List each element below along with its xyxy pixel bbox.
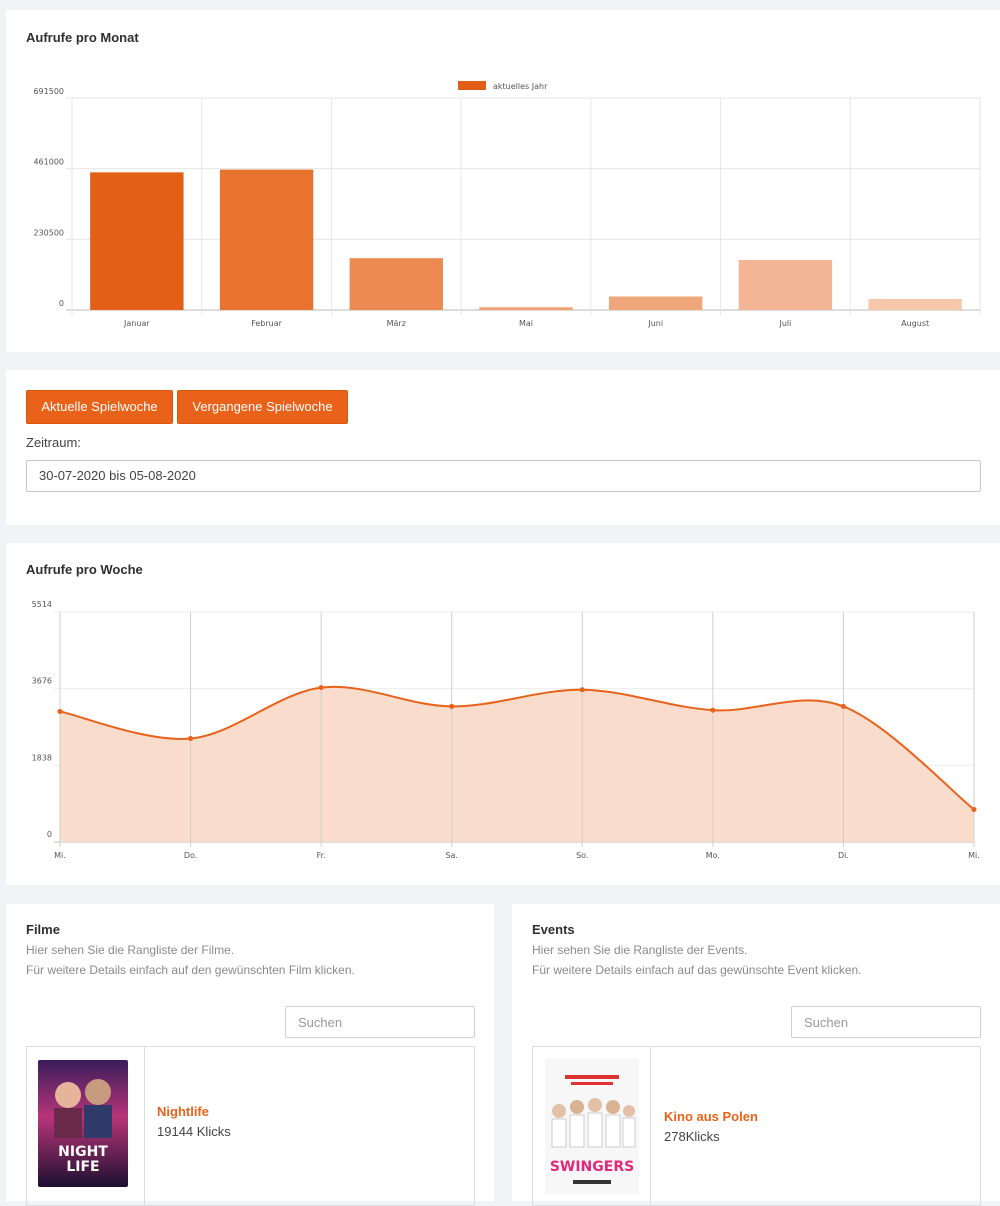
- nightlife-poster-text: NIGHT: [58, 1144, 108, 1160]
- y-tick-label: 230500: [33, 228, 64, 237]
- current-week-button[interactable]: Aktuelle Spielwoche: [26, 390, 173, 424]
- films-search-input[interactable]: [285, 1006, 475, 1038]
- bar-august[interactable]: [868, 298, 962, 310]
- events-item-clicks: 278Klicks: [664, 1129, 720, 1144]
- point-7[interactable]: [971, 806, 977, 812]
- monthly-bar-chart: aktuelles Jahr 0 230500 461000 691500 Januar F…: [33, 81, 981, 328]
- y-tick-label: 1838: [32, 753, 52, 762]
- films-item-title[interactable]: Nightlife: [157, 1104, 209, 1119]
- events-search-input[interactable]: [791, 1006, 981, 1038]
- point-2[interactable]: [318, 685, 324, 691]
- legend-label[interactable]: aktuelles Jahr: [493, 82, 548, 91]
- weekly-title: Aufrufe pro Woche: [26, 562, 143, 577]
- films-desc-1: Hier sehen Sie die Rangliste der Filme.: [26, 943, 235, 957]
- bar-januar[interactable]: [90, 172, 184, 310]
- films-item-clicks: 19144 Klicks: [157, 1124, 231, 1139]
- bar-juni[interactable]: [609, 296, 703, 310]
- monthly-title: Aufrufe pro Monat: [26, 30, 139, 45]
- swingers-poster-text: SWINGERS: [550, 1159, 634, 1175]
- weekly-area-chart: 0 1838 3676 5514 Mi. Do. Fr. Sa. So. Mo. Di. Mi.: [32, 600, 980, 860]
- x-tick-label: März: [387, 319, 406, 328]
- x-tick-label: Mo.: [706, 851, 720, 860]
- point-6[interactable]: [840, 703, 846, 709]
- x-tick-label: Mi.: [968, 851, 980, 860]
- events-card: Events Hier sehen Sie die Rangliste der …: [512, 904, 1000, 1206]
- events-item-title[interactable]: Kino aus Polen: [664, 1109, 758, 1124]
- point-3[interactable]: [449, 703, 455, 709]
- x-tick-label: Juni: [647, 319, 663, 328]
- x-tick-label: Do.: [184, 851, 197, 860]
- events-desc-2: Für weitere Details einfach auf das gewü…: [532, 963, 862, 977]
- point-0[interactable]: [57, 708, 63, 714]
- bar-mai[interactable]: [479, 307, 573, 310]
- events-desc-1: Hier sehen Sie die Rangliste der Events.: [532, 943, 748, 957]
- x-tick-label: Fr.: [317, 851, 326, 860]
- events-title: Events: [532, 922, 575, 937]
- y-tick-label: 0: [59, 299, 64, 308]
- swingers-poster[interactable]: SWINGERS: [545, 1059, 639, 1194]
- events-poster-cell: SWINGERS: [533, 1047, 651, 1205]
- past-week-button[interactable]: Vergangene Spielwoche: [177, 390, 348, 424]
- legend-swatch[interactable]: [458, 81, 486, 90]
- films-table: NIGHT LIFE Nightlife 19144 Klicks: [26, 1046, 475, 1206]
- bar-märz[interactable]: [349, 258, 443, 310]
- x-tick-label: Januar: [123, 319, 150, 328]
- point-1[interactable]: [188, 736, 194, 742]
- point-5[interactable]: [710, 707, 716, 713]
- films-title: Filme: [26, 922, 60, 937]
- x-tick-label: Februar: [251, 319, 282, 328]
- films-desc-2: Für weitere Details einfach auf den gewü…: [26, 963, 355, 977]
- monthly-card: Aufrufe pro Monat aktuelles Jahr 0 230500 4…: [6, 10, 1000, 352]
- point-4[interactable]: [579, 687, 585, 693]
- x-tick-label: Sa.: [445, 851, 458, 860]
- period-card: Aktuelle Spielwoche Vergangene Spielwoch…: [6, 370, 1000, 525]
- weekly-card: Aufrufe pro Woche 0 1838 3676 5514 Mi. Do. Fr.…: [6, 543, 1000, 885]
- y-tick-label: 5514: [32, 600, 52, 609]
- y-tick-label: 691500: [33, 87, 64, 96]
- films-poster-cell: NIGHT LIFE: [27, 1047, 145, 1205]
- events-table: SWINGERS Kino aus Polen 278Klicks: [532, 1046, 981, 1206]
- weekly-area-fill: [60, 686, 974, 842]
- x-tick-label: Di.: [838, 851, 849, 860]
- y-tick-label: 0: [47, 830, 52, 839]
- films-card: Filme Hier sehen Sie die Rangliste der F…: [6, 904, 494, 1206]
- svg-text:LIFE: LIFE: [66, 1159, 99, 1175]
- x-tick-label: Mi.: [54, 851, 66, 860]
- x-tick-label: Juli: [778, 319, 791, 328]
- x-tick-label: So.: [576, 851, 588, 860]
- y-tick-label: 3676: [32, 677, 52, 686]
- period-field[interactable]: 30-07-2020 bis 05-08-2020: [26, 460, 981, 492]
- period-label: Zeitraum:: [26, 435, 81, 450]
- nightlife-poster[interactable]: NIGHT LIFE: [38, 1060, 128, 1187]
- x-tick-label: Mai: [519, 319, 533, 328]
- bar-juli[interactable]: [738, 260, 833, 310]
- bar-februar[interactable]: [219, 169, 314, 310]
- x-tick-label: August: [901, 319, 929, 328]
- y-tick-label: 461000: [33, 158, 64, 167]
